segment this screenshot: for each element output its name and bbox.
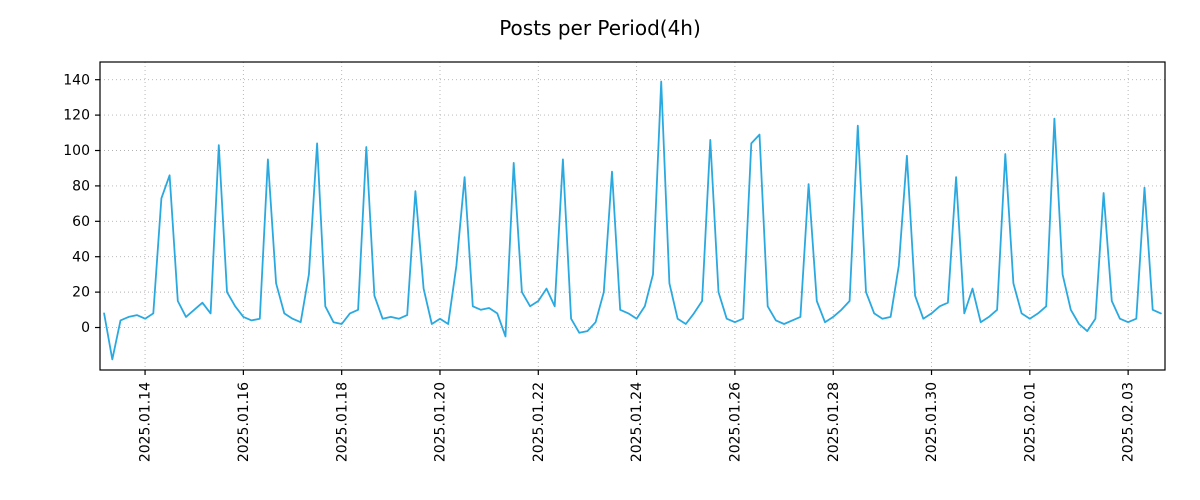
data-line-posts	[103, 80, 1162, 361]
y-tick-label: 100	[63, 143, 90, 159]
x-tick-label: 2025.01.24	[629, 382, 645, 462]
y-tick-label: 80	[72, 179, 90, 195]
y-tick-label: 20	[72, 285, 90, 301]
y-tick-label: 60	[72, 214, 90, 230]
x-tick-label: 2025.01.30	[924, 382, 940, 462]
x-tick-label: 2025.02.03	[1121, 382, 1137, 462]
gridlines	[100, 62, 1165, 370]
x-tick-label: 2025.01.14	[138, 382, 154, 462]
x-axis-labels: 2025.01.14 2025.01.16 2025.01.18 2025.01.20…	[138, 382, 1137, 462]
axis-ticks	[95, 79, 1129, 375]
x-tick-label: 2025.01.16	[236, 382, 252, 462]
y-tick-label: 40	[72, 249, 90, 265]
x-tick-label: 2025.01.22	[531, 382, 547, 462]
y-tick-label: 140	[63, 72, 90, 88]
x-tick-label: 2025.01.28	[826, 382, 842, 462]
x-tick-label: 2025.01.26	[728, 382, 744, 462]
x-tick-label: 2025.01.20	[433, 382, 449, 462]
plot-border	[99, 61, 1166, 371]
y-tick-label: 0	[81, 320, 90, 336]
y-tick-label: 120	[63, 108, 90, 124]
y-axis-labels: 0 20 40 60 80 100 120 140	[63, 72, 90, 336]
chart-title: Posts per Period(4h)	[499, 16, 701, 40]
x-tick-label: 2025.01.18	[334, 382, 350, 462]
x-tick-label: 2025.02.01	[1022, 382, 1038, 462]
